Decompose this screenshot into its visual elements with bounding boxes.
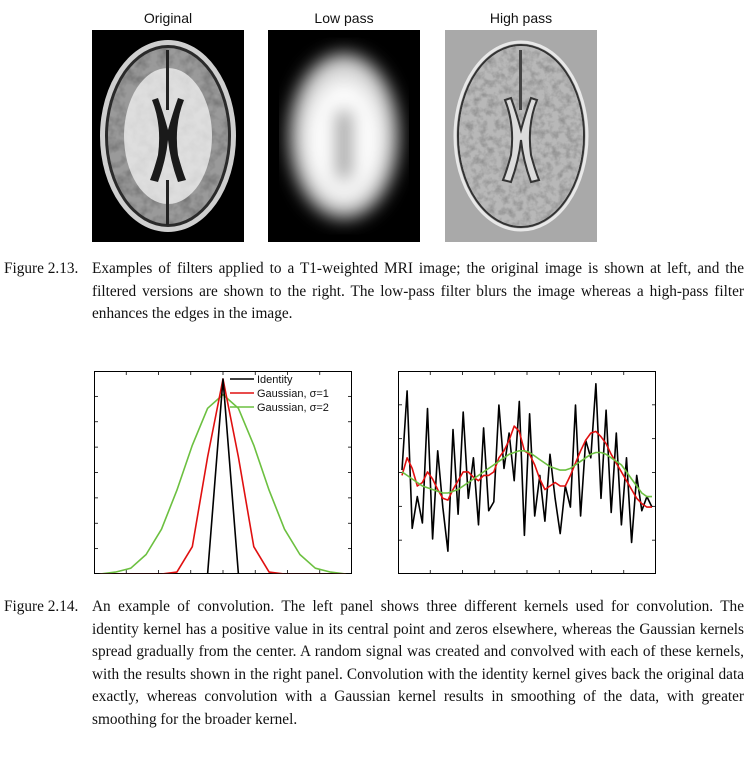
caption-number: Figure 2.13. [4,260,79,277]
panel-label-original: Original [143,10,193,26]
mri-original-image [92,30,244,242]
legend-label-identity: Identity [257,374,293,386]
series-line-gaussian-2 [401,450,652,498]
legend: Identity Gaussian, σ=1 Gaussian, σ=2 [230,374,329,414]
mri-low-pass-image [268,30,420,242]
caption-number: Figure 2.14. [4,598,79,615]
kernels-plot: Identity Gaussian, σ=1 Gaussian, σ=2 [94,371,352,574]
series-line-gaussian-1 [401,425,652,508]
legend-label-gaussian-1: Gaussian, σ=1 [257,388,329,400]
panel-label-low-pass: Low pass [314,10,374,26]
mri-high-pass-image [445,30,597,242]
series-line-identity [100,378,346,574]
series-line-identity [401,383,653,552]
caption-text: An example of convolution. The left pane… [92,598,744,728]
caption-text: Examples of filters applied to a T1-weig… [92,260,744,322]
plot-frame [94,371,352,574]
figure-2-14-caption: Figure 2.14. An example of convolution. … [4,596,744,731]
convolution-plot [398,371,656,574]
panel-label-high-pass: High pass [489,10,553,26]
series-line-gaussian-2 [99,393,347,574]
legend-label-gaussian-2: Gaussian, σ=2 [257,402,329,414]
figure-2-13-caption: Figure 2.13. Examples of filters applied… [4,258,744,326]
